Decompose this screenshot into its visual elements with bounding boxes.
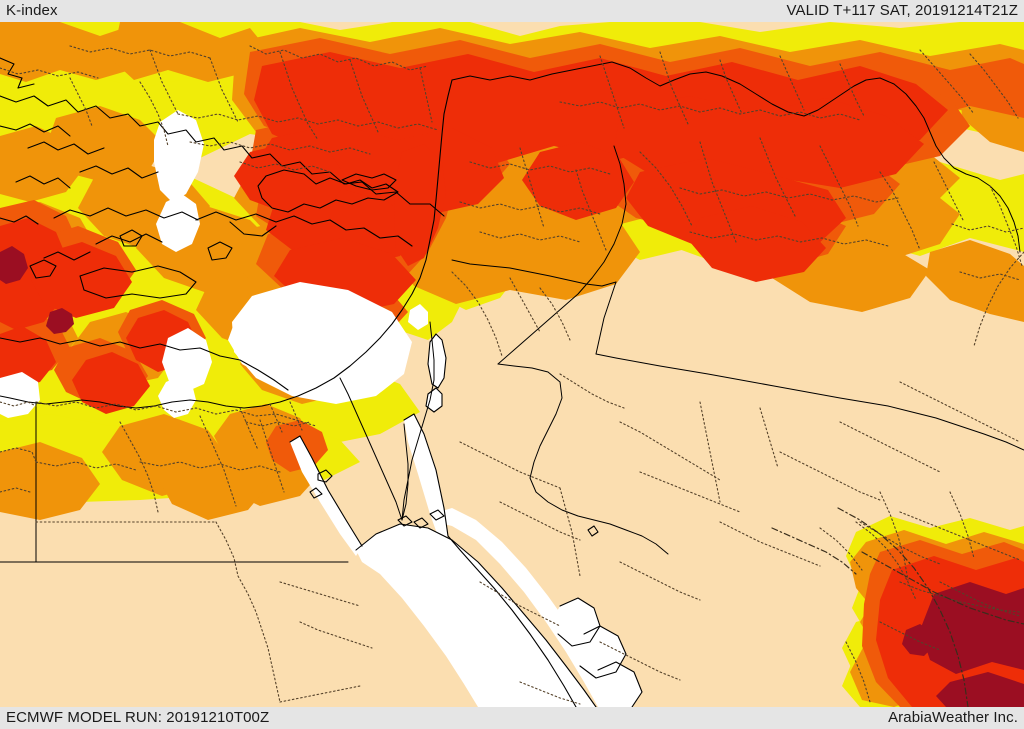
contour-level-dark-red	[0, 246, 1024, 707]
page-title: K-index	[6, 2, 58, 19]
administrative-borders	[0, 45, 1024, 705]
provider-credit: ArabiaWeather Inc.	[888, 709, 1018, 726]
kindex-heatmap	[0, 22, 1024, 707]
footer-bar: ECMWF MODEL RUN: 20191210T00Z ArabiaWeat…	[0, 707, 1024, 729]
dashed-national-borders	[771, 507, 1024, 707]
map-canvas	[0, 22, 1024, 707]
valid-time-label: VALID T+117 SAT, 20191214T21Z	[786, 2, 1018, 19]
model-run-label: ECMWF MODEL RUN: 20191210T00Z	[6, 709, 270, 726]
international-borders	[0, 61, 1024, 563]
header-bar: K-index VALID T+117 SAT, 20191214T21Z	[0, 0, 1024, 22]
